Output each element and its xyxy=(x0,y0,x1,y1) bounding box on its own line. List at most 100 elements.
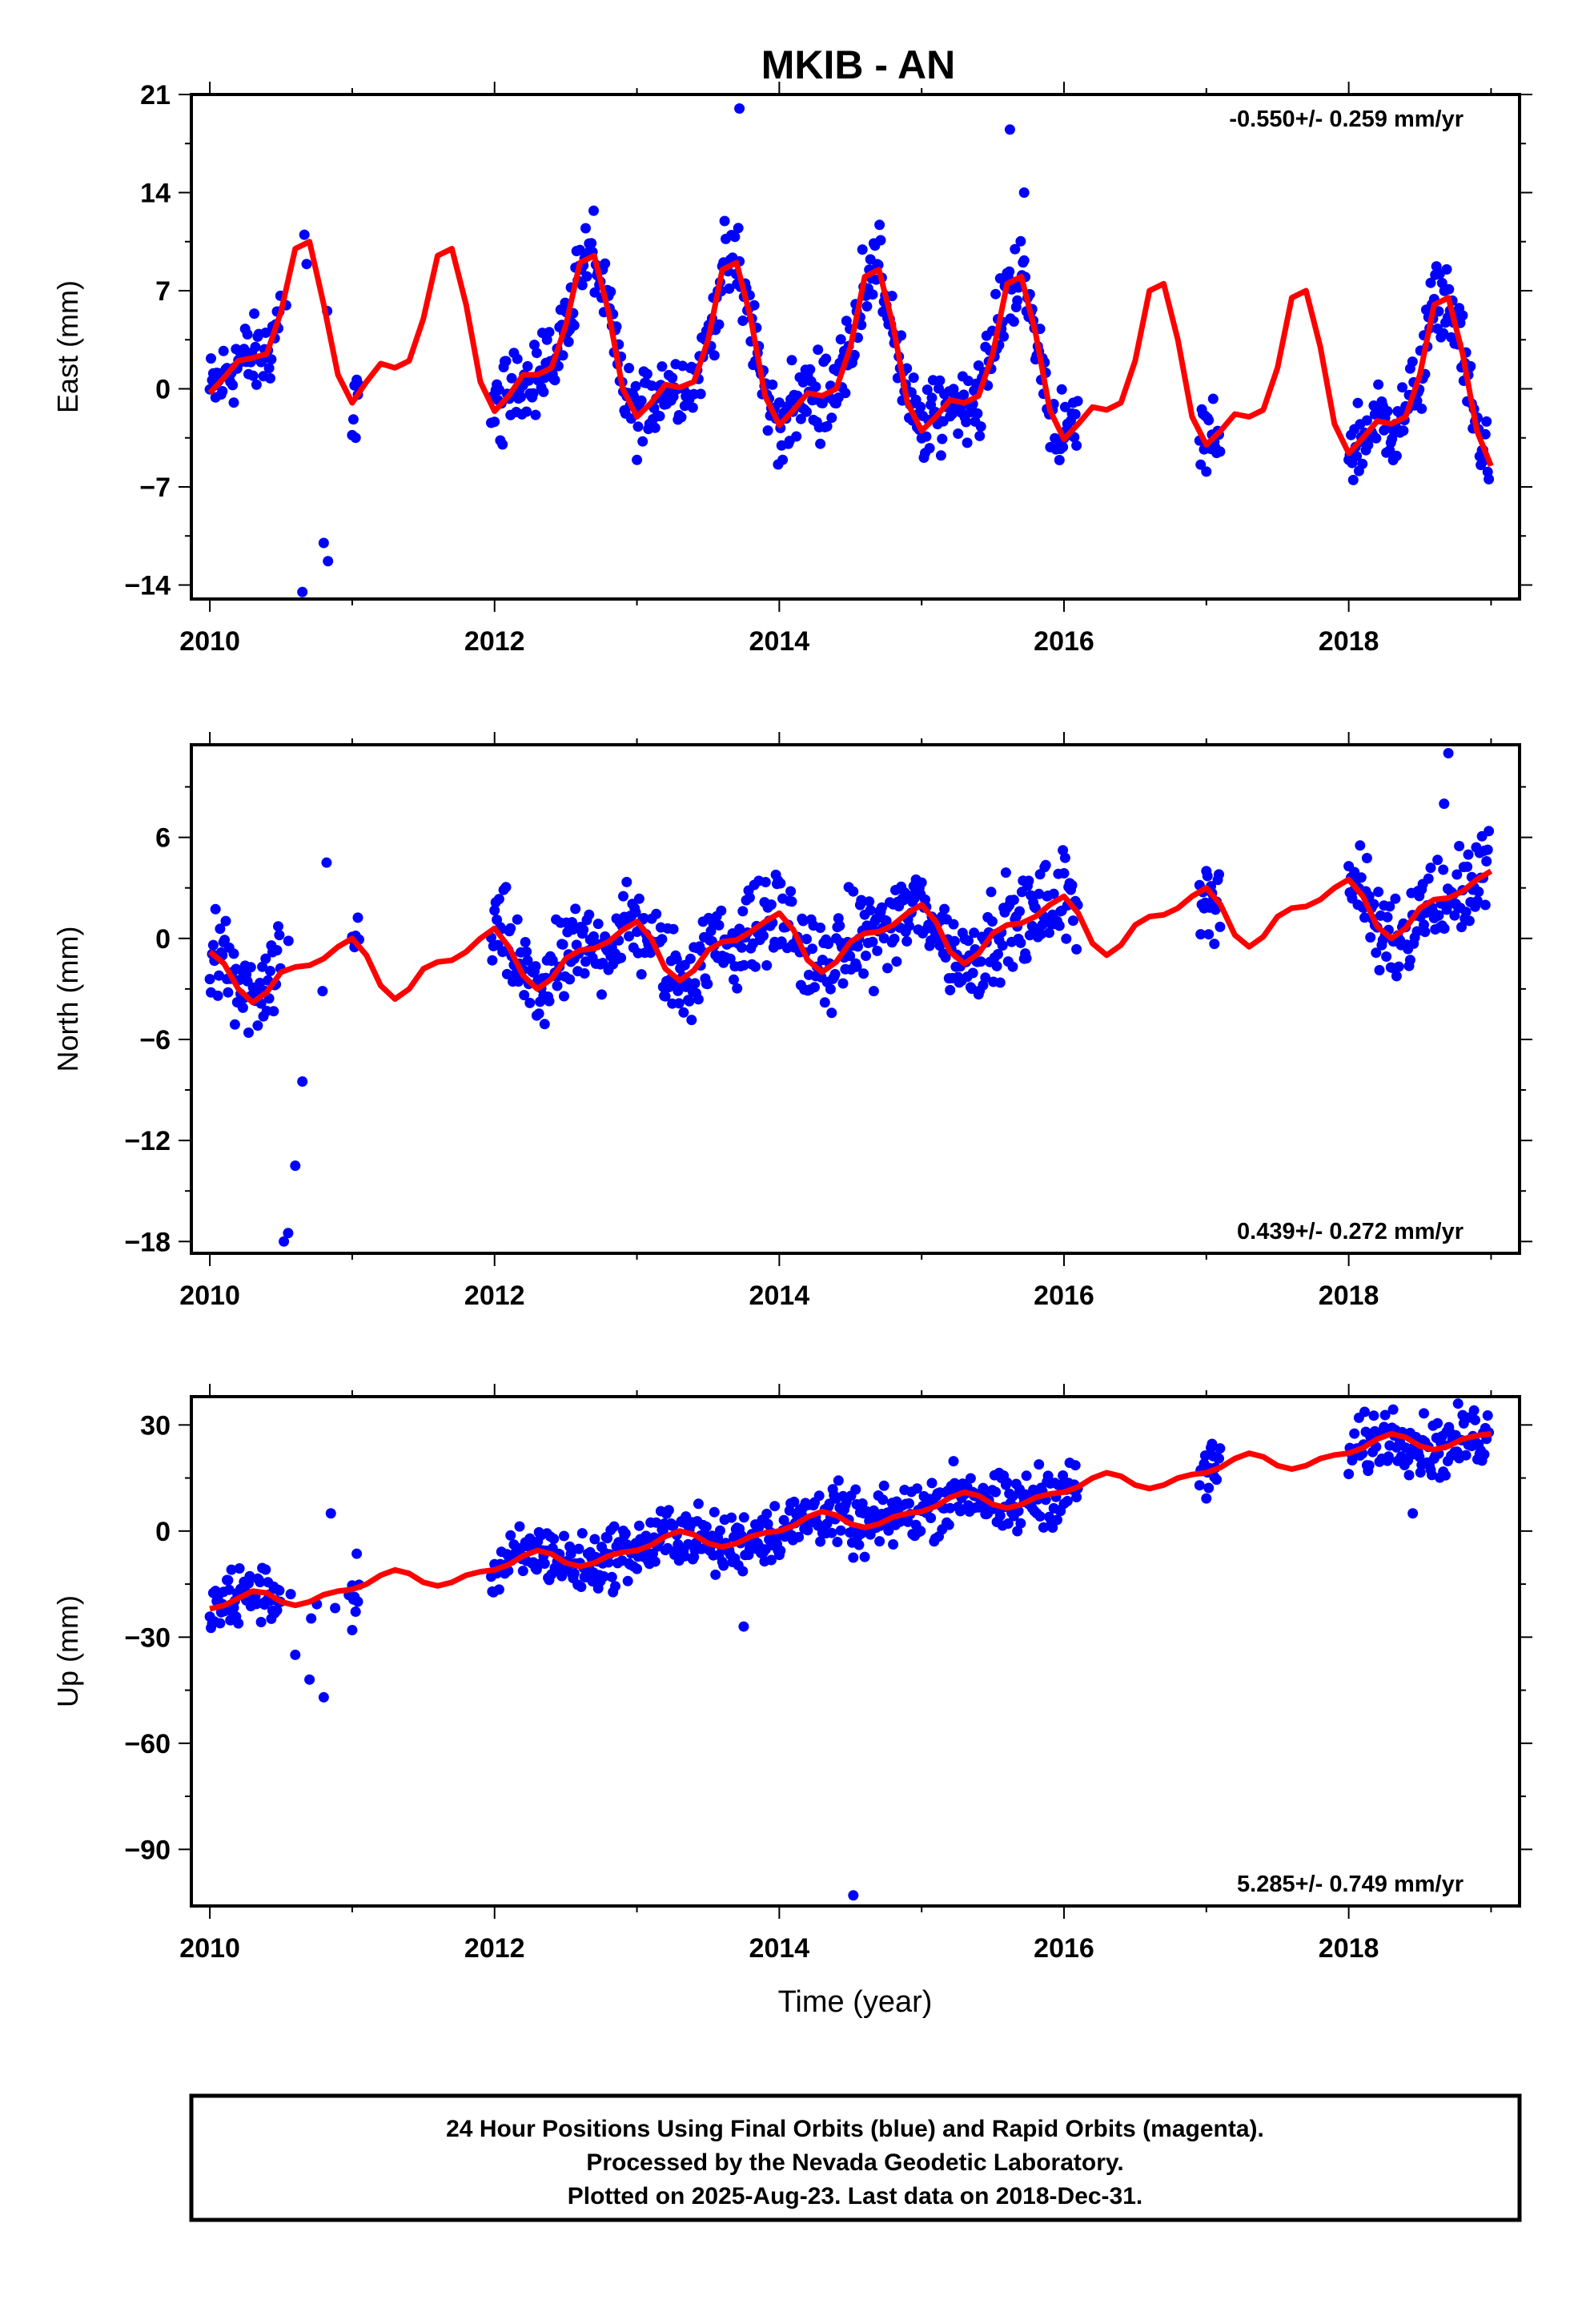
north-data-point xyxy=(1391,971,1402,982)
east-data-point xyxy=(1480,428,1491,440)
north-data-point xyxy=(1355,872,1367,883)
north-data-point xyxy=(544,995,555,1007)
up-data-point xyxy=(1070,1460,1081,1471)
north-data-point xyxy=(775,878,786,889)
east-data-point xyxy=(1012,295,1023,306)
east-data-point xyxy=(1004,266,1015,277)
east-data-point xyxy=(228,397,239,408)
north-data-point xyxy=(597,958,608,968)
east-outlier-point xyxy=(318,537,329,549)
north-data-point xyxy=(245,962,256,973)
north-xtick-label: 2014 xyxy=(749,1281,810,1311)
east-data-point xyxy=(637,436,648,447)
up-data-point xyxy=(274,1585,285,1596)
up-data-point xyxy=(994,1510,1006,1521)
up-data-point xyxy=(948,1456,959,1467)
east-data-point xyxy=(667,372,678,384)
north-data-point xyxy=(848,886,859,897)
up-data-point xyxy=(1403,1470,1415,1481)
north-data-point xyxy=(1037,919,1048,931)
east-data-point xyxy=(227,380,239,391)
north-data-point xyxy=(255,977,266,988)
up-rate-label: 5.285+/- 0.749 mm/yr xyxy=(1237,1872,1464,1897)
east-data-point xyxy=(1382,406,1393,416)
east-data-point xyxy=(867,289,878,300)
north-data-point xyxy=(570,903,581,915)
north-data-point xyxy=(564,974,576,985)
up-data-point xyxy=(233,1618,244,1629)
east-data-point xyxy=(600,258,611,269)
east-data-point xyxy=(924,443,935,454)
up-data-point xyxy=(505,1530,516,1541)
east-data-point xyxy=(1203,415,1215,426)
east-data-point xyxy=(886,291,897,302)
up-data-point xyxy=(769,1501,781,1512)
up-data-point xyxy=(1002,1518,1014,1529)
north-data-point xyxy=(660,991,671,1002)
east-data-point xyxy=(849,349,860,360)
east-data-point xyxy=(729,231,741,243)
north-data-point xyxy=(1463,849,1474,860)
east-data-point xyxy=(762,425,773,436)
north-data-point xyxy=(1484,826,1495,837)
east-data-point xyxy=(1481,416,1492,427)
north-data-point xyxy=(530,961,541,972)
up-data-point xyxy=(714,1525,725,1536)
east-data-point xyxy=(521,406,532,417)
north-data-point xyxy=(1210,904,1221,915)
north-data-point xyxy=(215,923,226,935)
north-data-point xyxy=(1438,864,1449,875)
up-data-point xyxy=(260,1564,271,1575)
up-data-point xyxy=(915,1526,926,1537)
north-data-point xyxy=(861,951,871,961)
east-data-point xyxy=(557,350,568,361)
up-data-point xyxy=(789,1496,800,1507)
north-data-point xyxy=(829,969,841,979)
north-data-point xyxy=(975,956,986,967)
north-ytick-label: −18 xyxy=(124,1227,171,1257)
north-data-point xyxy=(596,989,607,1000)
north-data-point xyxy=(940,952,951,963)
north-data-point xyxy=(736,942,747,953)
up-ytick-label: −90 xyxy=(124,1835,171,1865)
north-data-point xyxy=(997,940,1008,951)
north-data-point xyxy=(815,923,826,933)
north-data-point xyxy=(1202,870,1213,882)
north-data-point xyxy=(1390,893,1401,904)
up-data-point xyxy=(737,1566,749,1577)
east-data-point xyxy=(632,454,643,465)
east-data-point xyxy=(1015,235,1026,247)
north-data-point xyxy=(210,903,221,915)
up-data-point xyxy=(1034,1459,1045,1470)
up-data-point xyxy=(850,1484,861,1495)
up-data-point xyxy=(352,1596,363,1607)
east-data-point xyxy=(777,454,789,465)
east-data-point xyxy=(636,395,647,406)
east-xtick-label: 2018 xyxy=(1319,626,1379,657)
east-data-point xyxy=(242,329,253,340)
north-data-point xyxy=(1214,869,1224,880)
north-xtick-label: 2018 xyxy=(1319,1281,1379,1311)
up-data-point xyxy=(610,1581,620,1592)
footer-line-2: Processed by the Nevada Geodetic Laborat… xyxy=(586,2149,1123,2176)
up-data-point xyxy=(255,1577,266,1588)
up-data-point xyxy=(350,1606,361,1617)
east-data-point xyxy=(676,412,687,423)
up-data-point xyxy=(606,1571,617,1582)
north-data-point xyxy=(1464,915,1475,927)
north-data-point xyxy=(521,946,532,957)
east-outlier-point xyxy=(323,556,334,567)
north-data-point xyxy=(1021,953,1032,964)
north-plot-area xyxy=(204,748,1495,1247)
east-data-point xyxy=(815,438,826,449)
north-data-point xyxy=(237,1002,248,1013)
east-data-point xyxy=(544,327,555,338)
east-data-point xyxy=(1207,393,1219,404)
north-ytick-label: −6 xyxy=(139,1025,171,1055)
up-data-point xyxy=(701,1521,712,1532)
north-data-point xyxy=(1359,912,1370,923)
up-data-point xyxy=(693,1498,704,1510)
north-outlier-point xyxy=(279,1236,290,1247)
up-xtick-label: 2016 xyxy=(1034,1933,1094,1964)
up-data-point xyxy=(1432,1417,1443,1429)
